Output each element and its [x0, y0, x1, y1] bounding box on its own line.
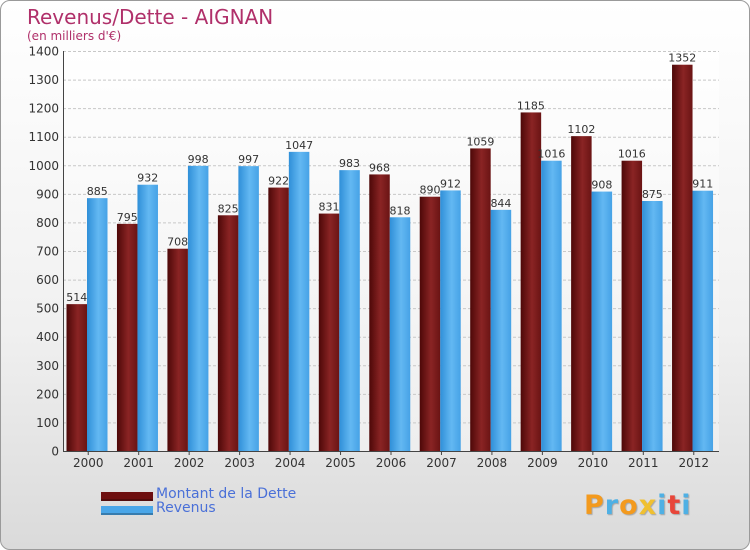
x-tick-label: 2003 [224, 456, 255, 470]
data-label-revenus: 911 [692, 178, 713, 191]
data-label-dette: 831 [319, 201, 340, 214]
bar-revenus [440, 190, 461, 451]
bar-dette [419, 196, 441, 451]
x-tick-label: 2004 [275, 456, 306, 470]
x-tick-label: 2011 [628, 456, 659, 470]
y-tick-label: 1400 [28, 45, 59, 59]
y-tick-label: 300 [36, 359, 59, 373]
data-label-revenus: 1047 [285, 139, 313, 152]
data-label-revenus: 912 [440, 177, 461, 190]
data-label-dette: 514 [66, 291, 87, 304]
y-tick-label: 0 [51, 445, 59, 459]
bar-revenus [642, 201, 663, 451]
x-tick-label: 2002 [174, 456, 205, 470]
x-tick-label: 2006 [376, 456, 407, 470]
data-label-dette: 1059 [466, 135, 494, 148]
x-tick-label: 2007 [426, 456, 457, 470]
x-tick-label: 2000 [73, 456, 104, 470]
bar-revenus [137, 184, 158, 451]
bar-dette [571, 136, 592, 451]
x-tick-label: 2009 [527, 456, 558, 470]
data-label-dette: 1102 [567, 123, 595, 136]
bar-revenus [87, 198, 108, 451]
data-label-revenus: 908 [591, 179, 612, 192]
y-tick-label: 1000 [28, 159, 59, 173]
chart-subtitle: (en milliers d'€) [27, 29, 122, 43]
x-tick-label: 2001 [123, 456, 154, 470]
y-tick-label: 700 [36, 245, 59, 259]
y-tick-label: 100 [36, 416, 59, 430]
y-tick-label: 800 [36, 216, 59, 230]
bar-dette [520, 112, 542, 451]
x-tick-label: 2005 [325, 456, 356, 470]
legend-swatch-dette [101, 492, 153, 501]
bar-dette [167, 248, 188, 451]
bar-revenus [187, 165, 209, 451]
legend-swatch-revenus [101, 506, 153, 515]
bar-revenus [339, 170, 360, 451]
data-label-revenus: 932 [137, 172, 158, 185]
data-label-dette: 890 [419, 184, 440, 197]
data-label-revenus: 844 [490, 197, 511, 210]
bar-dette [621, 160, 643, 451]
bar-dette [268, 187, 289, 452]
data-label-revenus: 998 [188, 153, 209, 166]
data-label-dette: 825 [218, 202, 239, 215]
data-label-revenus: 818 [390, 204, 411, 217]
y-tick-label: 1300 [28, 73, 59, 87]
x-tick-label: 2008 [477, 456, 508, 470]
bar-revenus [541, 160, 562, 451]
legend-label-revenus: Revenus [156, 500, 216, 516]
bar-revenus [389, 217, 411, 451]
bar-revenus [288, 151, 310, 451]
bar-dette [369, 174, 390, 451]
bar-dette [217, 215, 239, 451]
data-label-dette: 1185 [517, 99, 545, 112]
data-label-revenus: 875 [642, 188, 663, 201]
data-label-dette: 968 [369, 161, 390, 174]
bar-revenus [490, 209, 512, 451]
data-label-dette: 708 [167, 236, 188, 249]
data-label-dette: 922 [268, 175, 289, 188]
y-tick-label: 1100 [28, 130, 59, 144]
y-tick-label: 200 [36, 387, 59, 401]
data-label-revenus: 1016 [537, 148, 565, 161]
bar-dette [66, 304, 87, 451]
legend-label-dette: Montant de la Dette [156, 486, 297, 502]
y-tick-label: 500 [36, 302, 59, 316]
proxiti-logo: Proxiti [584, 490, 692, 521]
bar-revenus [238, 166, 259, 451]
data-label-dette: 795 [117, 211, 138, 224]
x-tick-label: 2012 [678, 456, 709, 470]
y-tick-label: 900 [36, 187, 59, 201]
x-tick-label: 2010 [578, 456, 609, 470]
bar-dette [470, 148, 491, 451]
data-label-dette: 1352 [668, 52, 696, 65]
data-label-revenus: 997 [238, 153, 259, 166]
y-tick-label: 1200 [28, 102, 59, 116]
data-label-dette: 1016 [618, 148, 646, 161]
bar-revenus [692, 190, 714, 451]
data-label-revenus: 983 [339, 157, 360, 170]
y-tick-label: 600 [36, 273, 59, 287]
y-tick-label: 400 [36, 330, 59, 344]
bar-dette [116, 223, 138, 451]
bar-dette [318, 213, 340, 451]
bar-revenus [591, 191, 613, 452]
chart-title: Revenus/Dette - AIGNAN [27, 5, 274, 29]
bar-dette [672, 64, 693, 451]
data-label-revenus: 885 [87, 185, 108, 198]
